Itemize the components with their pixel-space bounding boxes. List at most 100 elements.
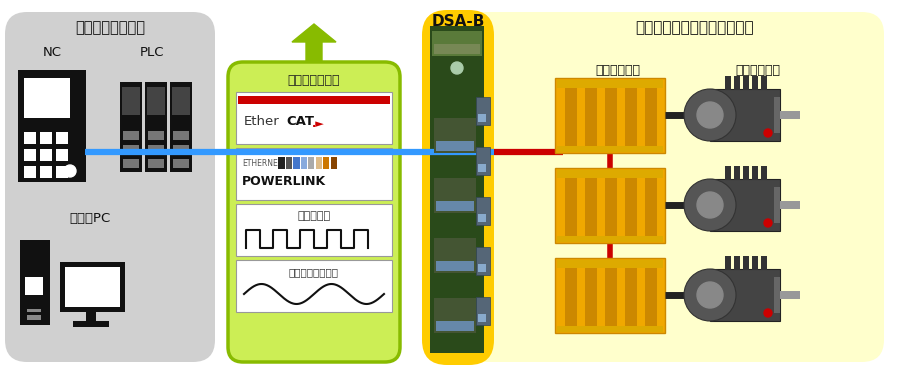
Bar: [752, 76, 758, 90]
Bar: [436, 141, 474, 151]
Bar: [605, 263, 617, 328]
FancyBboxPatch shape: [5, 12, 215, 362]
Bar: [148, 159, 164, 168]
Text: CAT: CAT: [286, 116, 314, 128]
Bar: [323, 157, 329, 169]
Bar: [585, 263, 597, 328]
Text: サーボモータ: サーボモータ: [735, 63, 780, 76]
Bar: [436, 321, 474, 331]
Bar: [476, 197, 490, 225]
Text: POWERLINK: POWERLINK: [242, 176, 326, 188]
Bar: [123, 159, 139, 168]
Bar: [24, 149, 36, 161]
Bar: [625, 263, 637, 328]
Text: アナログ電圧入力: アナログ電圧入力: [289, 267, 339, 277]
Bar: [301, 157, 307, 169]
Bar: [24, 78, 70, 118]
Bar: [476, 97, 490, 125]
Bar: [734, 166, 740, 180]
Bar: [743, 166, 749, 180]
Bar: [173, 145, 189, 154]
Circle shape: [697, 192, 723, 218]
Bar: [645, 263, 657, 328]
Bar: [478, 214, 486, 222]
Bar: [120, 82, 142, 172]
Bar: [172, 87, 190, 115]
Bar: [774, 97, 780, 133]
Bar: [56, 132, 68, 144]
Bar: [645, 84, 657, 149]
Bar: [40, 149, 52, 161]
Text: FSSB: FSSB: [570, 168, 599, 180]
Text: .►: .►: [312, 119, 325, 129]
Bar: [24, 166, 36, 178]
Bar: [285, 157, 292, 169]
Bar: [147, 87, 165, 115]
Bar: [123, 131, 139, 140]
Bar: [557, 169, 663, 177]
Bar: [478, 164, 486, 172]
Bar: [752, 166, 758, 180]
Bar: [625, 174, 637, 239]
Bar: [65, 267, 120, 307]
Bar: [60, 262, 125, 312]
Bar: [236, 92, 392, 144]
Circle shape: [684, 89, 736, 141]
Bar: [478, 114, 486, 122]
Bar: [56, 166, 68, 178]
Bar: [148, 145, 164, 154]
Bar: [434, 298, 476, 333]
Bar: [761, 76, 767, 90]
FancyBboxPatch shape: [422, 10, 494, 365]
Bar: [625, 84, 637, 149]
Bar: [725, 166, 731, 180]
Bar: [173, 131, 189, 140]
Bar: [557, 79, 663, 87]
Circle shape: [451, 62, 463, 74]
Circle shape: [684, 179, 736, 231]
Bar: [27, 309, 41, 312]
Bar: [478, 264, 486, 272]
Bar: [565, 174, 577, 239]
Bar: [173, 159, 189, 168]
Bar: [780, 291, 800, 299]
Text: DSA-B: DSA-B: [431, 14, 485, 30]
Bar: [278, 157, 284, 169]
Bar: [18, 70, 86, 182]
Bar: [710, 179, 780, 231]
Text: サーボアンプ: サーボアンプ: [596, 63, 641, 76]
Bar: [555, 168, 665, 242]
Text: お客様の制御装置: お客様の制御装置: [75, 21, 145, 35]
Bar: [710, 269, 780, 321]
Bar: [725, 76, 731, 90]
Bar: [170, 82, 192, 172]
Bar: [123, 145, 139, 154]
Bar: [585, 84, 597, 149]
Bar: [557, 146, 663, 152]
Bar: [734, 76, 740, 90]
Bar: [25, 277, 43, 295]
Bar: [308, 157, 314, 169]
Bar: [316, 157, 322, 169]
Bar: [743, 76, 749, 90]
Bar: [238, 96, 390, 104]
Bar: [293, 157, 300, 169]
Bar: [478, 314, 486, 322]
Polygon shape: [292, 24, 336, 62]
Bar: [434, 44, 480, 54]
Bar: [56, 149, 68, 161]
Text: PLC: PLC: [140, 46, 164, 59]
Circle shape: [697, 282, 723, 308]
Bar: [555, 78, 665, 152]
Bar: [236, 260, 392, 312]
Bar: [734, 256, 740, 270]
Bar: [557, 236, 663, 242]
Circle shape: [764, 309, 772, 317]
Bar: [436, 261, 474, 271]
Bar: [774, 277, 780, 313]
Text: パルス入力: パルス入力: [297, 211, 330, 221]
Circle shape: [697, 102, 723, 128]
Bar: [774, 187, 780, 223]
Bar: [476, 147, 490, 175]
Bar: [122, 87, 140, 115]
